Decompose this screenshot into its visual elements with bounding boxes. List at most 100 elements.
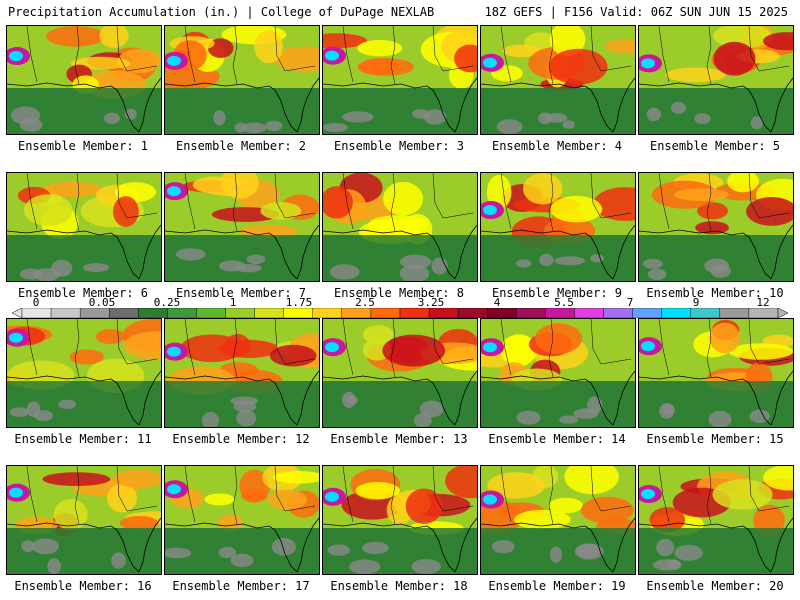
precip-map-image bbox=[481, 319, 635, 427]
ensemble-member-label: Ensemble Member: 19 bbox=[488, 579, 626, 593]
colorbar-min-arrow bbox=[12, 308, 23, 318]
colorbar bbox=[12, 308, 788, 318]
colorbar-swatch bbox=[661, 308, 691, 318]
ensemble-member-map bbox=[322, 465, 478, 575]
precip-map-image bbox=[639, 466, 793, 574]
colorbar-swatch bbox=[254, 308, 284, 318]
colorbar-swatch bbox=[109, 308, 139, 318]
ensemble-member-label: Ensemble Member: 14 bbox=[488, 432, 626, 446]
ensemble-member-map bbox=[322, 172, 478, 282]
colorbar-swatch bbox=[225, 308, 255, 318]
colorbar-tick-label: 3.25 bbox=[417, 296, 445, 309]
colorbar-tick-label: 1 bbox=[229, 296, 237, 309]
colorbar-swatch bbox=[457, 308, 488, 318]
colorbar-swatch bbox=[719, 308, 750, 318]
ensemble-member-map bbox=[322, 25, 478, 135]
ensemble-member-map bbox=[638, 172, 794, 282]
ensemble-member-map bbox=[6, 465, 162, 575]
ensemble-member-label: Ensemble Member: 16 bbox=[14, 579, 152, 593]
ensemble-member-label: Ensemble Member: 11 bbox=[14, 432, 152, 446]
ensemble-member-map bbox=[480, 25, 636, 135]
colorbar-swatch bbox=[574, 308, 604, 318]
colorbar-swatch bbox=[341, 308, 372, 318]
colorbar-swatch bbox=[487, 308, 517, 318]
ensemble-member-map bbox=[480, 318, 636, 428]
colorbar-swatch bbox=[312, 308, 343, 318]
colorbar-swatch bbox=[370, 308, 401, 318]
colorbar-swatch bbox=[21, 308, 52, 318]
precip-map-image bbox=[165, 319, 319, 427]
ensemble-member-label: Ensemble Member: 5 bbox=[649, 139, 781, 153]
colorbar-swatch bbox=[603, 308, 633, 318]
ensemble-member-label: Ensemble Member: 3 bbox=[333, 139, 465, 153]
precip-map-image bbox=[7, 26, 161, 134]
ensemble-member-map bbox=[638, 318, 794, 428]
ensemble-member-label: Ensemble Member: 15 bbox=[646, 432, 784, 446]
colorbar-swatch bbox=[50, 308, 81, 318]
ensemble-member-label: Ensemble Member: 6 bbox=[17, 286, 149, 300]
colorbar-swatch bbox=[138, 308, 168, 318]
colorbar-tick-label: 2.5 bbox=[355, 296, 375, 309]
colorbar-tick-label: 0.25 bbox=[153, 296, 181, 309]
colorbar-tick-label: 9 bbox=[692, 296, 700, 309]
precip-map-image bbox=[323, 319, 477, 427]
precip-map-image bbox=[639, 173, 793, 281]
colorbar-swatch bbox=[545, 308, 575, 318]
ensemble-member-map bbox=[322, 318, 478, 428]
colorbar-swatch bbox=[283, 308, 313, 318]
precip-map-image bbox=[323, 26, 477, 134]
colorbar-max-arrow bbox=[777, 308, 788, 318]
precip-map-image bbox=[165, 466, 319, 574]
ensemble-member-label: Ensemble Member: 2 bbox=[175, 139, 307, 153]
colorbar-swatch bbox=[748, 308, 779, 318]
colorbar-tick-label: 5.5 bbox=[554, 296, 574, 309]
precip-map-image bbox=[639, 319, 793, 427]
ensemble-member-label: Ensemble Member: 17 bbox=[172, 579, 310, 593]
ensemble-member-label: Ensemble Member: 12 bbox=[172, 432, 310, 446]
colorbar-tick-label: 0 bbox=[32, 296, 40, 309]
precip-map-image bbox=[7, 173, 161, 281]
colorbar-swatch bbox=[167, 308, 197, 318]
colorbar-swatch bbox=[399, 308, 430, 318]
colorbar-swatch bbox=[690, 308, 721, 318]
ensemble-member-label: Ensemble Member: 9 bbox=[491, 286, 623, 300]
ensemble-member-map bbox=[638, 25, 794, 135]
ensemble-member-map bbox=[6, 318, 162, 428]
colorbar-swatch bbox=[516, 308, 546, 318]
colorbar-swatch bbox=[196, 308, 226, 318]
precip-map-image bbox=[323, 466, 477, 574]
ensemble-member-map bbox=[164, 172, 320, 282]
ensemble-member-map bbox=[164, 318, 320, 428]
ensemble-member-label: Ensemble Member: 8 bbox=[333, 286, 465, 300]
precip-map-image bbox=[481, 173, 635, 281]
ensemble-member-map bbox=[480, 172, 636, 282]
precip-map-image bbox=[639, 26, 793, 134]
colorbar-swatch bbox=[79, 308, 110, 318]
ensemble-member-map bbox=[638, 465, 794, 575]
ensemble-member-map bbox=[6, 25, 162, 135]
precip-map-image bbox=[165, 26, 319, 134]
colorbar-tick-label: 1.75 bbox=[285, 296, 313, 309]
colorbar-swatch bbox=[428, 308, 459, 318]
ensemble-member-map bbox=[480, 465, 636, 575]
colorbar-tick-label: 12 bbox=[756, 296, 770, 309]
precip-map-image bbox=[481, 466, 635, 574]
ensemble-member-label: Ensemble Member: 1 bbox=[17, 139, 149, 153]
colorbar-tick-label: 0.05 bbox=[88, 296, 116, 309]
run-valid-time: 18Z GEFS | F156 Valid: 06Z SUN JUN 15 20… bbox=[484, 5, 788, 19]
colorbar-tick-label: 7 bbox=[626, 296, 634, 309]
precip-map-image bbox=[7, 319, 161, 427]
ensemble-member-map bbox=[6, 172, 162, 282]
ensemble-member-map bbox=[164, 25, 320, 135]
colorbar-tick-label: 4 bbox=[493, 296, 501, 309]
ensemble-member-label: Ensemble Member: 7 bbox=[175, 286, 307, 300]
ensemble-member-label: Ensemble Member: 13 bbox=[330, 432, 468, 446]
ensemble-member-label: Ensemble Member: 18 bbox=[330, 579, 468, 593]
ensemble-member-label: Ensemble Member: 4 bbox=[491, 139, 623, 153]
precip-map-image bbox=[165, 173, 319, 281]
ensemble-member-label: Ensemble Member: 10 bbox=[646, 286, 784, 300]
ensemble-member-map bbox=[164, 465, 320, 575]
colorbar-swatches bbox=[12, 308, 788, 318]
precip-map-image bbox=[481, 26, 635, 134]
precip-map-image bbox=[7, 466, 161, 574]
